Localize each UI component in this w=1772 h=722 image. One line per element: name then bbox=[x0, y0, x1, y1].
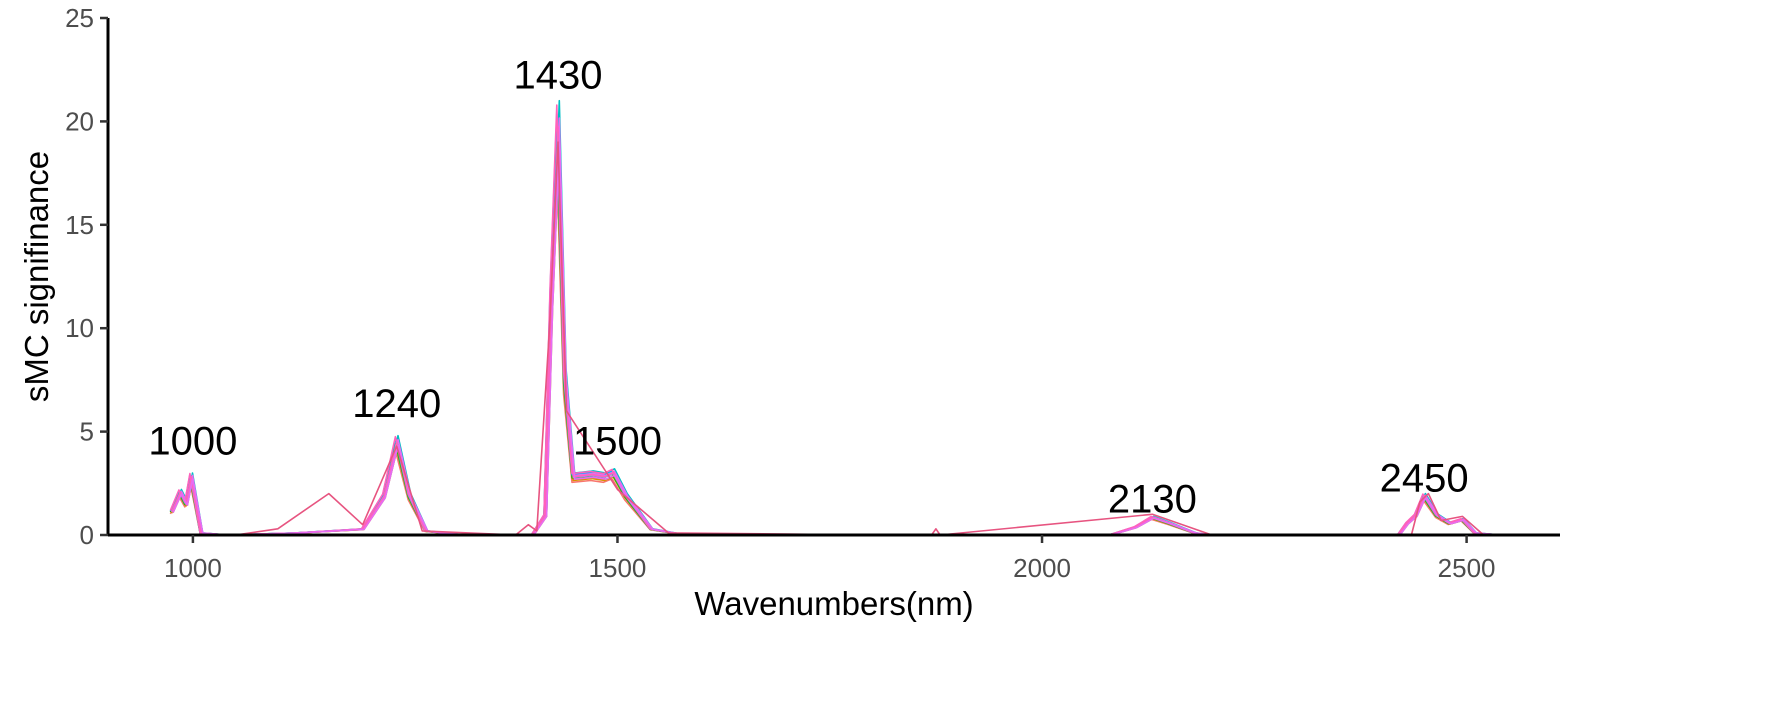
series-line-4 bbox=[169, 134, 1500, 536]
peak-label-1430: 1430 bbox=[514, 53, 603, 97]
series-line-7 bbox=[169, 112, 1500, 536]
series-line-5 bbox=[170, 121, 1501, 536]
y-tick-label-5: 5 bbox=[80, 417, 94, 447]
x-ticks: 1000 1500 2000 2500 bbox=[164, 535, 1496, 583]
x-tick-label-1500: 1500 bbox=[589, 553, 647, 583]
y-tick-label-25: 25 bbox=[65, 3, 94, 33]
y-ticks: 0 5 10 15 20 25 bbox=[65, 3, 108, 550]
series-line-10 bbox=[169, 104, 1500, 536]
series-line-outlier bbox=[235, 141, 1485, 536]
peak-label-1240: 1240 bbox=[352, 382, 441, 426]
peak-label-1000: 1000 bbox=[148, 419, 237, 463]
y-tick-label-10: 10 bbox=[65, 313, 94, 343]
x-axis-title: Wavenumbers(nm) bbox=[694, 585, 973, 622]
y-tick-label-20: 20 bbox=[65, 106, 94, 136]
x-tick-label-2000: 2000 bbox=[1013, 553, 1071, 583]
x-tick-label-2500: 2500 bbox=[1438, 553, 1496, 583]
series-line-8 bbox=[170, 130, 1501, 536]
series-line-9 bbox=[172, 117, 1502, 536]
peak-label-2450: 2450 bbox=[1380, 457, 1469, 501]
series-line-2 bbox=[170, 152, 1501, 536]
peak-label-2130: 2130 bbox=[1108, 477, 1197, 521]
series-line-12 bbox=[172, 143, 1502, 536]
series-line-6 bbox=[172, 99, 1502, 536]
y-tick-label-0: 0 bbox=[80, 520, 94, 550]
y-axis-title: sMC signifinance bbox=[18, 151, 55, 402]
series-layer bbox=[169, 99, 1502, 536]
peak-label-1500: 1500 bbox=[573, 419, 662, 463]
x-tick-label-1000: 1000 bbox=[164, 553, 222, 583]
peak-annotations: 1000 1240 1430 1500 2130 2450 bbox=[148, 53, 1468, 521]
y-tick-label-15: 15 bbox=[65, 210, 94, 240]
series-line-11 bbox=[170, 126, 1501, 536]
series-line-1 bbox=[169, 165, 1500, 536]
series-line-3 bbox=[172, 143, 1502, 536]
